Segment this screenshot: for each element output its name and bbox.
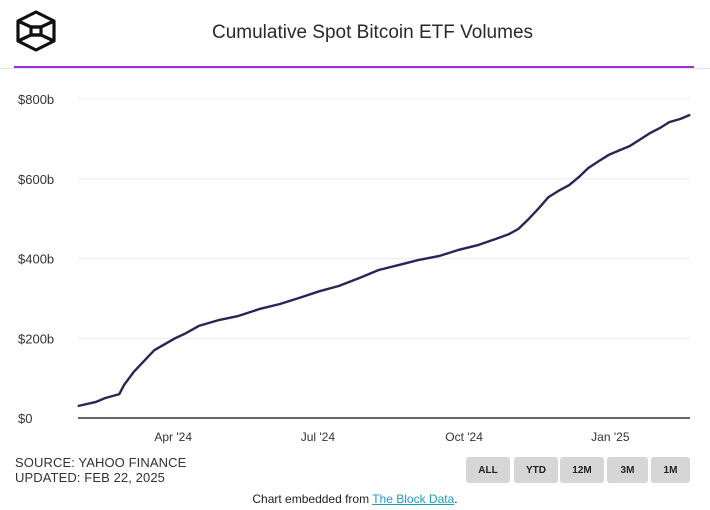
the-block-data-link[interactable]: The Block Data [372, 492, 455, 506]
data-point [174, 337, 176, 339]
y-tick-label: $0 [18, 411, 32, 426]
data-point [659, 127, 661, 129]
data-point [358, 277, 360, 279]
data-point [628, 145, 631, 147]
data-point [77, 405, 79, 407]
data-point [417, 259, 419, 261]
data-point [198, 325, 200, 327]
data-point [477, 244, 480, 246]
source-label: SOURCE: YAHOO FINANCE [15, 455, 187, 470]
data-point [279, 303, 281, 305]
data-point [578, 176, 580, 178]
data-point [94, 401, 97, 403]
data-point [527, 219, 529, 221]
data-point [457, 249, 459, 251]
data-point [668, 121, 670, 123]
range-all-button[interactable]: ALL [466, 457, 510, 483]
x-tick-label: Oct '24 [445, 430, 483, 444]
range-1m-button[interactable]: 1M [651, 457, 690, 483]
data-point [438, 255, 440, 257]
data-point [619, 149, 621, 151]
embed-footer: Chart embedded from The Block Data. [0, 492, 710, 506]
data-point [508, 233, 510, 235]
y-tick-label: $800b [18, 92, 54, 107]
line-chart: $0 $200b $400b $600b $800b Apr '24 Jul '24 Oct … [18, 92, 691, 444]
x-tick-label: Jan '25 [591, 430, 630, 444]
footer-suffix: . [454, 492, 458, 506]
x-tick-label: Apr '24 [154, 430, 192, 444]
data-point [104, 397, 106, 399]
data-point [237, 315, 240, 317]
data-point [118, 393, 120, 395]
data-point [164, 343, 167, 345]
y-tick-label: $200b [18, 331, 54, 346]
data-point [568, 184, 570, 186]
x-tick-label: Jul '24 [301, 430, 336, 444]
data-point [517, 228, 519, 230]
data-point [319, 290, 321, 292]
data-point [183, 333, 186, 335]
data-point [608, 154, 610, 156]
data-point [338, 285, 340, 287]
data-point [497, 237, 499, 239]
data-point [153, 349, 155, 351]
data-point [133, 371, 135, 373]
data-point [377, 269, 380, 271]
y-tick-label: $600b [18, 172, 54, 187]
data-point [679, 118, 682, 120]
range-ytd-button[interactable]: YTD [514, 457, 558, 483]
cumulative-volume-line [77, 113, 691, 408]
title-divider [14, 66, 694, 68]
data-point [144, 359, 146, 361]
data-point [598, 160, 600, 162]
data-point [538, 207, 540, 209]
footer-prefix: Chart embedded from [252, 492, 373, 506]
data-point [638, 139, 640, 141]
data-point [258, 308, 260, 310]
data-point [557, 190, 559, 192]
data-point [218, 319, 221, 321]
the-block-logo [16, 10, 56, 52]
range-3m-button[interactable]: 3M [607, 457, 648, 483]
range-12m-button[interactable]: 12M [560, 457, 604, 483]
data-point [123, 384, 125, 386]
data-point [547, 196, 550, 198]
y-tick-label: $400b [18, 252, 54, 267]
data-point [587, 167, 589, 169]
data-point [689, 114, 691, 116]
updated-label: UPDATED: FEB 22, 2025 [15, 470, 165, 485]
data-point [398, 264, 400, 266]
chart-title: Cumulative Spot Bitcoin ETF Volumes [211, 22, 534, 43]
data-point [298, 297, 300, 299]
data-point [649, 132, 651, 134]
header-border [0, 68, 710, 69]
